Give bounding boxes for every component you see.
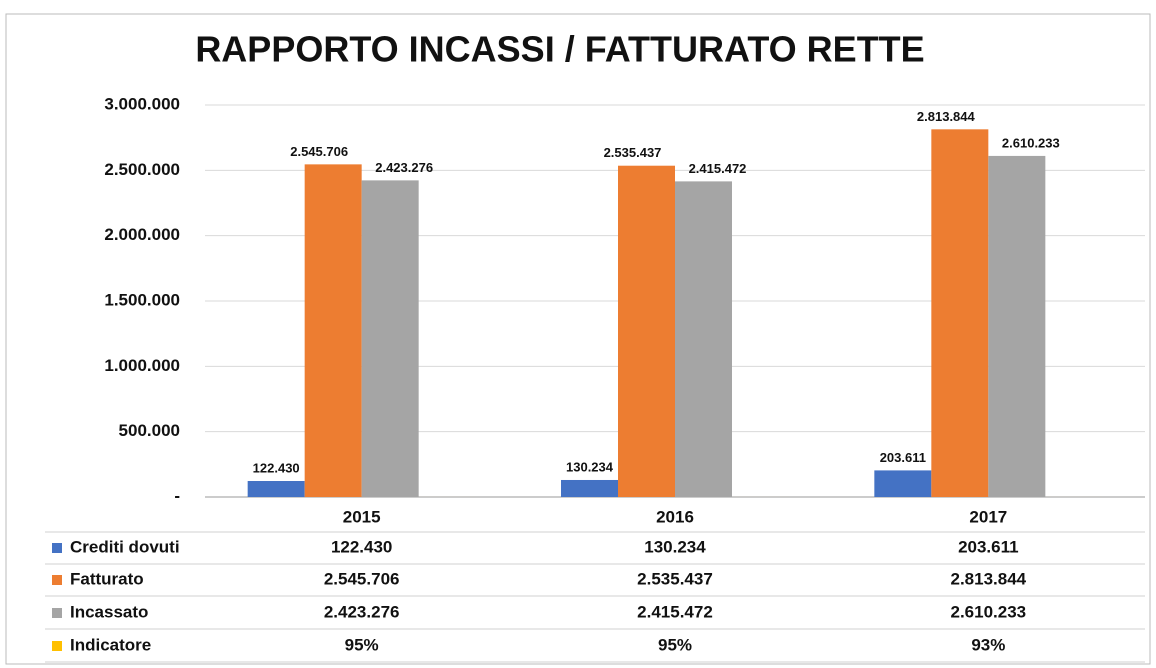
table-cell: 203.611 xyxy=(958,537,1019,556)
bar xyxy=(304,164,362,497)
data-label: 122.430 xyxy=(253,460,300,475)
bar xyxy=(361,180,419,498)
table-cell: 93% xyxy=(971,635,1005,654)
legend-swatch xyxy=(52,608,62,618)
data-label: 2.535.437 xyxy=(604,145,662,160)
y-tick-label: 3.000.000 xyxy=(104,94,180,113)
table-cell: 130.234 xyxy=(644,537,706,556)
data-label: 2.423.276 xyxy=(375,160,433,175)
data-label: 2.610.233 xyxy=(1002,135,1060,150)
y-tick-label: 2.000.000 xyxy=(104,225,180,244)
bar xyxy=(618,165,675,498)
bar xyxy=(931,129,989,497)
table-cell: 2.813.844 xyxy=(951,569,1027,588)
bar xyxy=(988,155,1046,497)
bar xyxy=(561,479,618,497)
bar xyxy=(874,470,932,497)
legend-swatch xyxy=(52,543,62,553)
table-cell: 2.535.437 xyxy=(637,569,713,588)
legend-swatch xyxy=(52,575,62,585)
bar xyxy=(247,481,305,497)
table-cell: 2.415.472 xyxy=(637,602,713,621)
legend-swatch xyxy=(52,641,62,651)
table-cell: 95% xyxy=(658,635,692,654)
y-tick-label: 1.000.000 xyxy=(104,356,180,375)
bar xyxy=(675,181,732,497)
data-label: 2.415.472 xyxy=(689,161,747,176)
data-label: 2.813.844 xyxy=(917,109,976,124)
chart-title: RAPPORTO INCASSI / FATTURATO RETTE xyxy=(195,29,924,70)
y-tick-label: 2.500.000 xyxy=(104,160,180,179)
table-cell: 95% xyxy=(345,635,379,654)
table-cell: 122.430 xyxy=(331,537,392,556)
legend-label: Incassato xyxy=(70,602,148,621)
table-cell: 2.545.706 xyxy=(324,569,400,588)
table-cell: 2.423.276 xyxy=(324,602,400,621)
x-tick-label: 2016 xyxy=(656,507,694,526)
x-tick-label: 2015 xyxy=(343,507,381,526)
data-label: 2.545.706 xyxy=(290,144,348,159)
legend-label: Fatturato xyxy=(70,569,144,588)
table-cell: 2.610.233 xyxy=(951,602,1027,621)
data-label: 130.234 xyxy=(566,459,614,474)
legend-label: Indicatore xyxy=(70,635,151,654)
y-tick-label: 1.500.000 xyxy=(104,290,180,309)
y-tick-label: 500.000 xyxy=(119,421,180,440)
x-tick-label: 2017 xyxy=(969,507,1007,526)
data-label: 203.611 xyxy=(880,450,926,465)
y-tick-label: - xyxy=(174,486,180,505)
legend-label: Crediti dovuti xyxy=(70,537,180,556)
